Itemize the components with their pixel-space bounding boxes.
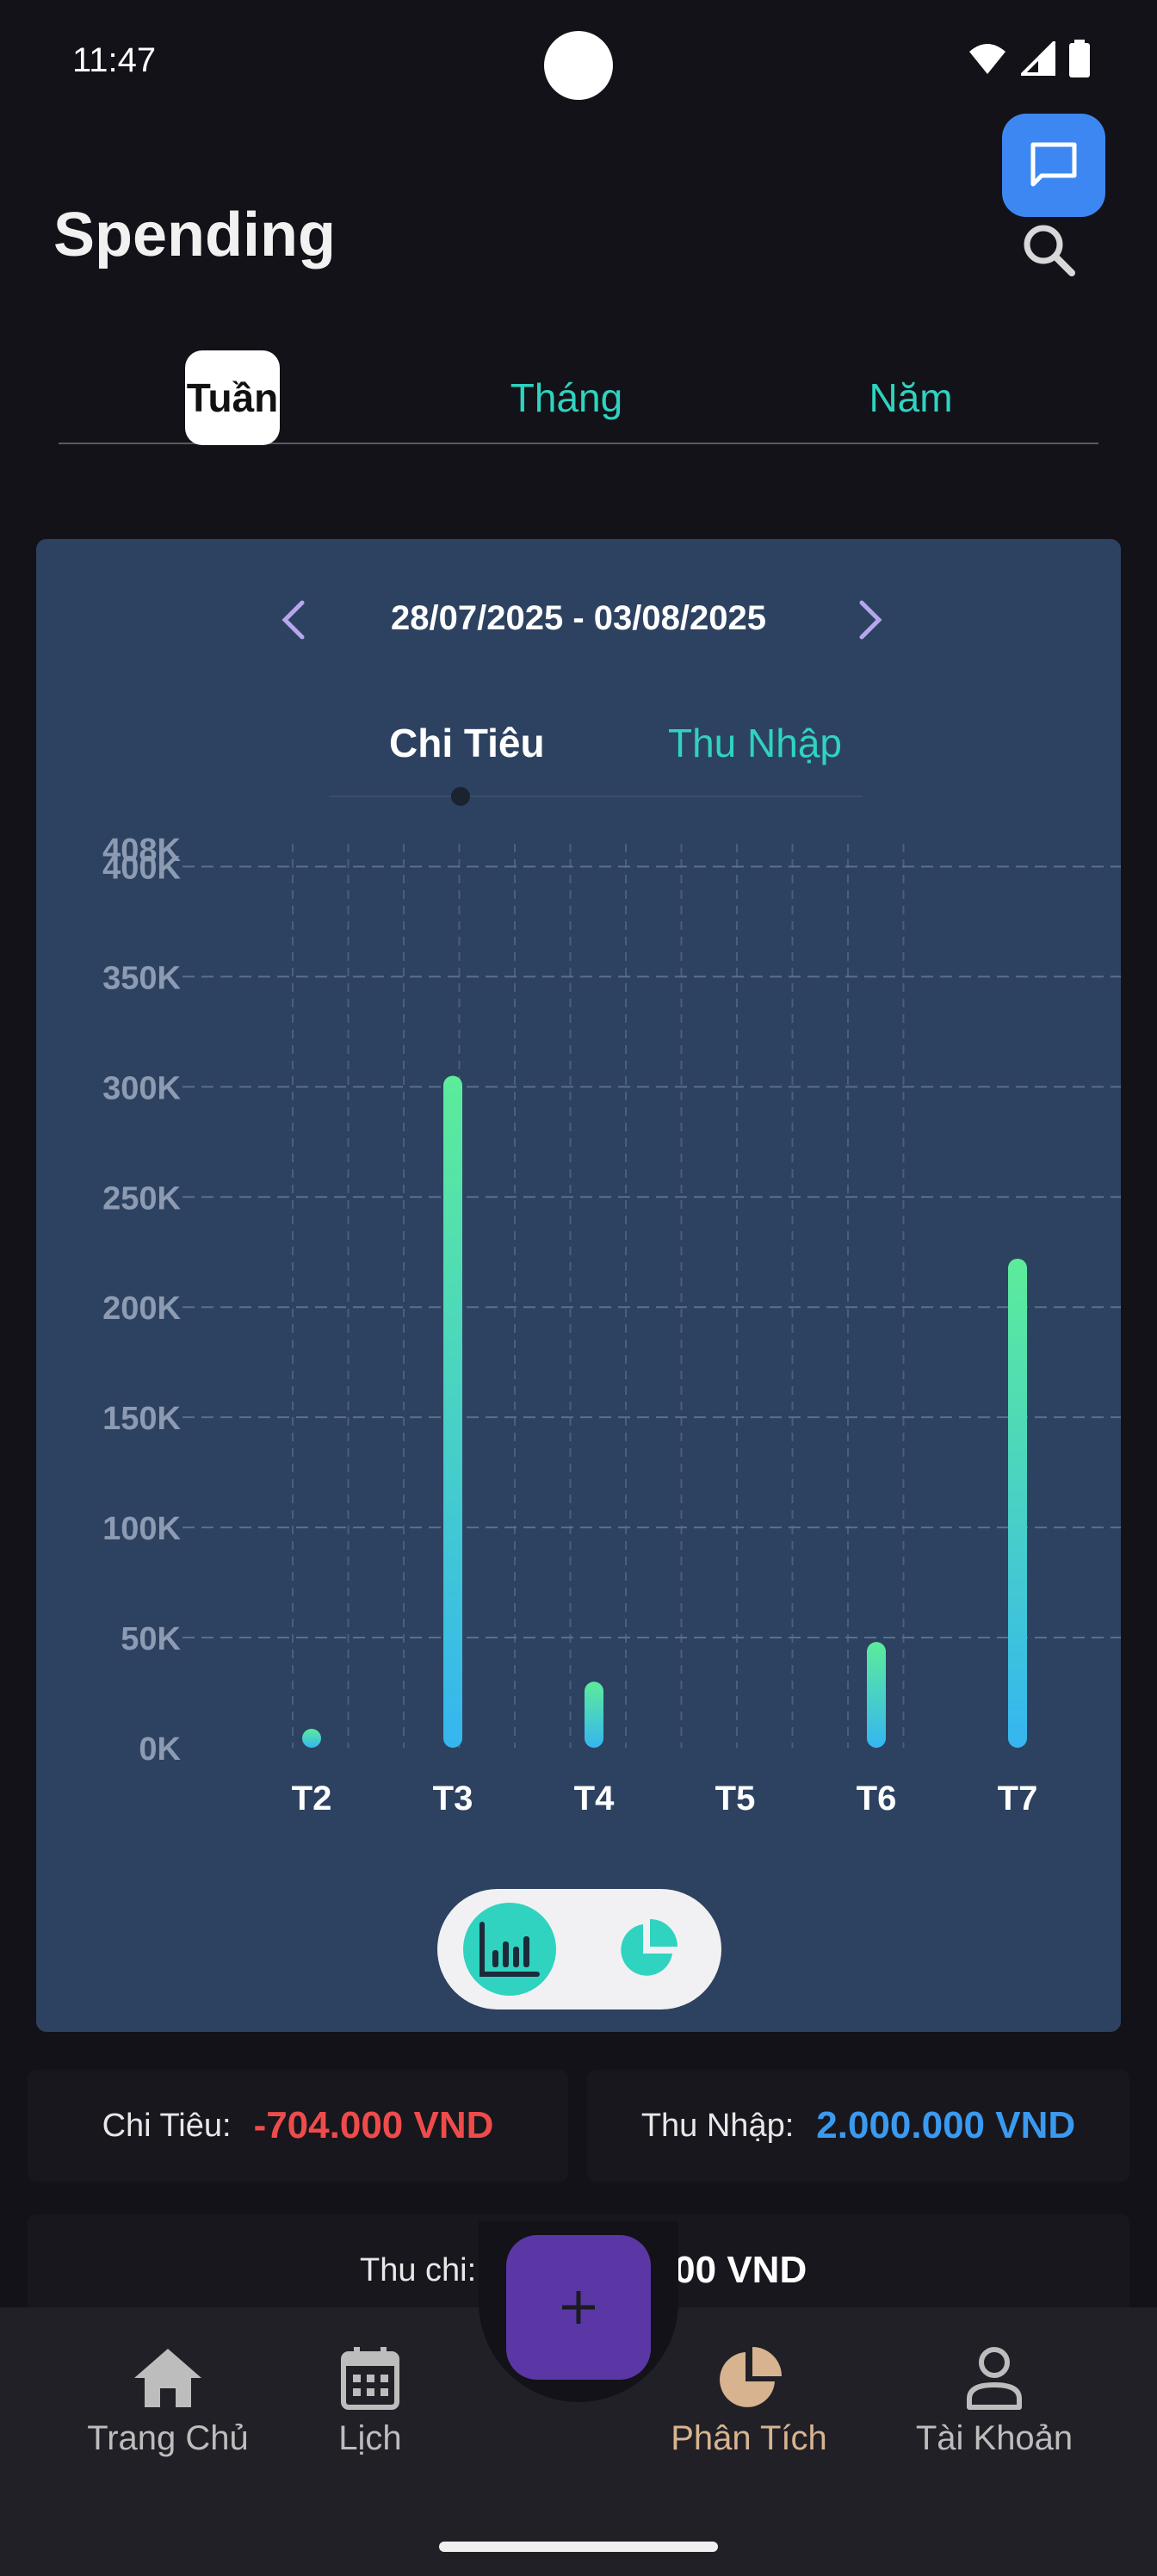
y-tick-label: 300K [102, 1070, 181, 1106]
tab-week-label: Tuần [184, 350, 281, 445]
net-value: 00 VND [674, 2249, 807, 2291]
expense-value: -704.000 VND [253, 2104, 494, 2146]
add-transaction-button[interactable] [506, 2235, 651, 2380]
date-range: 28/07/2025 - 03/08/2025 [391, 599, 766, 637]
next-week-button[interactable] [845, 594, 897, 646]
bar-chart-button[interactable] [463, 1903, 556, 1996]
wifi-icon [969, 44, 1005, 74]
income-summary-card: Thu Nhập: 2.000.000 VND [587, 2070, 1129, 2182]
expense-label: Chi Tiêu: [102, 2107, 232, 2144]
plus-icon [562, 2291, 595, 2324]
chat-icon [1030, 142, 1077, 187]
tab-year[interactable]: Năm [869, 375, 953, 420]
pie-chart-button[interactable] [601, 1903, 694, 1996]
y-tick-label: 100K [102, 1511, 181, 1547]
bar-T7 [1008, 1258, 1027, 1748]
x-tick-label: T2 [292, 1780, 332, 1817]
chart-type-toggle [437, 1889, 721, 2009]
nav-item-calendar[interactable]: Lịch [301, 2345, 439, 2458]
tab-income[interactable]: Thu Nhập [668, 721, 843, 765]
y-tick-label: 0K [139, 1731, 181, 1768]
person-icon [967, 2347, 1022, 2410]
bar-chart-icon [480, 1922, 540, 1977]
y-max-label: 408K [102, 833, 181, 869]
income-label: Thu Nhập: [640, 2107, 795, 2144]
previous-week-button[interactable] [267, 594, 319, 646]
page-title: Spending [53, 201, 336, 269]
y-tick-label: 250K [102, 1180, 181, 1217]
nav-item-account[interactable]: Tài Khoản [895, 2345, 1093, 2458]
nav-account-label: Tài Khoản [915, 2419, 1073, 2457]
x-tick-label: T3 [433, 1780, 473, 1817]
chevron-left-icon [282, 600, 305, 640]
chat-button[interactable] [1002, 114, 1105, 217]
type-tabs: Chi Tiêu Thu Nhập [294, 711, 897, 806]
search-button[interactable] [1005, 207, 1092, 293]
y-tick-label: 350K [102, 960, 181, 996]
type-tabs-underline [329, 796, 863, 797]
bar-T4 [585, 1681, 603, 1748]
home-indicator[interactable] [439, 2542, 718, 2552]
y-tick-label: 200K [102, 1291, 181, 1327]
chart-card: 28/07/2025 - 03/08/2025 Chi Tiêu Thu Nhậ… [36, 539, 1121, 2032]
bar-T2 [302, 1729, 321, 1748]
nav-item-home[interactable]: Trang Chủ [77, 2345, 258, 2458]
tab-month[interactable]: Tháng [510, 375, 623, 420]
nav-calendar-label: Lịch [338, 2419, 402, 2457]
pie-chart-icon [621, 1919, 677, 1976]
x-tick-label: T5 [715, 1780, 756, 1817]
camera-cutout [544, 31, 613, 100]
nav-home-label: Trang Chủ [87, 2419, 249, 2457]
bar-T6 [867, 1642, 886, 1748]
chevron-right-icon [859, 600, 882, 640]
home-icon [134, 2349, 201, 2407]
nav-analytics-label: Phân Tích [671, 2419, 827, 2457]
x-tick-label: T7 [998, 1780, 1038, 1817]
net-label: Thu chi: [360, 2251, 477, 2288]
pie-chart-icon [720, 2347, 782, 2407]
tab-week[interactable]: Tuần [184, 350, 281, 445]
status-icons [968, 40, 1090, 77]
type-tabs-indicator [451, 787, 470, 806]
expense-summary-card: Chi Tiêu: -704.000 VND [28, 2070, 568, 2182]
y-tick-label: 50K [121, 1621, 181, 1657]
y-tick-label: 400K [102, 850, 181, 886]
x-tick-label: T4 [574, 1780, 615, 1817]
bar-T3 [443, 1075, 462, 1748]
battery-icon [1069, 40, 1090, 77]
period-tabs: Tuần Tháng Năm [59, 350, 1098, 445]
income-value: 2.000.000 VND [816, 2104, 1076, 2146]
status-time: 11:47 [72, 41, 157, 79]
search-icon [1024, 225, 1075, 276]
signal-icon [1021, 41, 1055, 76]
y-tick-label: 150K [102, 1401, 181, 1437]
calendar-icon [341, 2347, 399, 2410]
nav-item-analytics[interactable]: Phân Tích [654, 2345, 844, 2458]
x-tick-label: T6 [857, 1780, 897, 1817]
tab-expense[interactable]: Chi Tiêu [389, 721, 545, 765]
